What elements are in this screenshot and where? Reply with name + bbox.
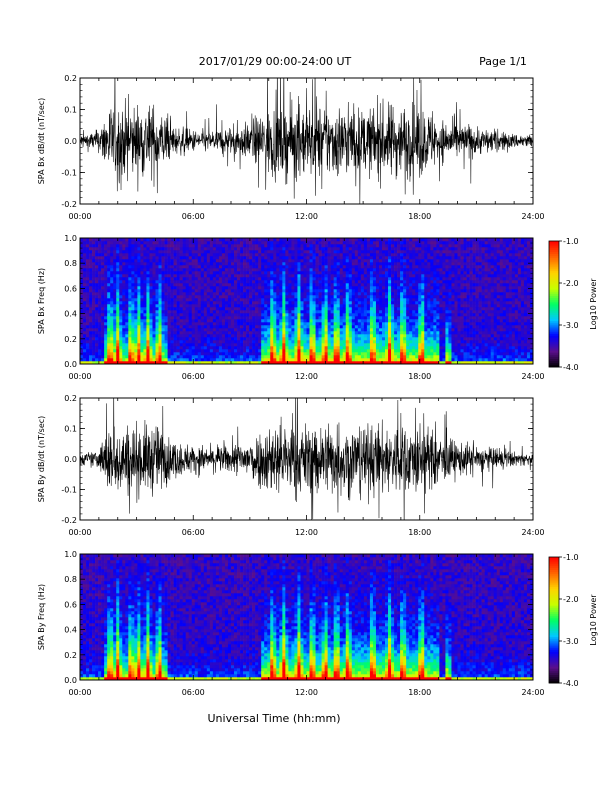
panel-1-x-tick-label: 24:00 [521,212,544,221]
panel-4-colorbar: -1.0 -2.0 -3.0 -4.0 Log10 Power [548,553,598,688]
panel-1-y-tick-label: -0.1 [61,169,77,178]
panel-2: 00:00 06:00 12:00 18:00 24:00 0.0 0.2 0.4 0.6 0.8… [37,234,598,381]
panel-4: 00:00 06:00 12:00 18:00 24:00 0.0 0.2 0.4 0.6 0.8… [37,550,598,697]
panel-4-y-tick-label: 0.0 [64,676,77,685]
panel-2-y-tick-label: 0.8 [64,259,77,268]
panel-4-colorbar-tick-label: -4.0 [563,679,579,688]
header-date-range: 2017/01/29 00:00-24:00 UT [199,55,352,68]
panel-1-trace [80,78,533,204]
panel-1-y-tick-label: 0.1 [64,106,77,115]
panel-2-colorbar-tick-label: -1.0 [563,237,579,246]
panel-1-x-tick-label: 00:00 [68,212,91,221]
panel-2-y-axis-label: SPA Bx Freq (Hz) [37,268,46,334]
panel-3-y-tick-label: -0.1 [61,486,77,495]
panel-3-x-tick-label: 18:00 [408,528,431,537]
panel-1-x-tick-label: 06:00 [182,212,205,221]
panel-1-y-tick-label: -0.2 [61,200,77,209]
panel-4-y-tick-label: 1.0 [64,550,77,559]
panel-2-colorbar-tick-label: -4.0 [563,363,579,372]
panel-3-y-tick-label: -0.2 [61,516,77,525]
panel-2-heatmap-cells [80,238,534,365]
panel-1-y-tick-label: 0.2 [64,74,77,83]
panel-2-x-tick-label: 06:00 [182,372,205,381]
panel-4-colorbar-tick-label: -2.0 [563,595,579,604]
panel-4-y-tick-label: 0.2 [64,651,77,660]
panel-3-x-tick-label: 12:00 [295,528,318,537]
panel-2-frame [79,237,534,365]
panel-4-x-tick-label: 24:00 [521,688,544,697]
panel-1-x-tick-label: 12:00 [295,212,318,221]
panel-4-colorbar-tick-label: -1.0 [563,553,579,562]
panel-3-y-axis-label: SPA By dB/dt (nT/sec) [37,416,46,503]
panel-1-y-tick-label: 0.0 [64,137,77,146]
panel-4-x-tick-label: 00:00 [68,688,91,697]
panel-3-y-tick-label: 0.2 [64,394,77,403]
panel-4-colorbar-frame [548,556,560,684]
panel-3-x-tick-label: 06:00 [182,528,205,537]
panel-3-x-tick-label: 00:00 [68,528,91,537]
panel-4-colorbar-label: Log10 Power [589,594,598,646]
panel-2-colorbar-tick-label: -2.0 [563,279,579,288]
panel-2-colorbar-label: Log10 Power [589,278,598,330]
panel-2-y-tick-label: 0.2 [64,335,77,344]
panel-3: 00:00 06:00 12:00 18:00 24:00 -0.2 -0.1 0.0 0.1 0… [37,394,545,537]
panel-4-y-axis-label: SPA By Freq (Hz) [37,584,46,650]
panel-3-frame [79,397,534,521]
panel-2-y-tick-label: 1.0 [64,234,77,243]
panel-1-y-axis-label: SPA Bx dB/dt (nT/sec) [37,98,46,185]
panel-1-x-tick-label: 18:00 [408,212,431,221]
panel-4-x-tick-label: 18:00 [408,688,431,697]
panel-1: 00:00 06:00 12:00 18:00 24:00 -0.2 -0.1 0.0 0.1 0… [37,74,545,221]
panel-2-y-tick-label: 0.4 [64,310,77,319]
panel-3-trace [80,398,533,520]
panel-4-y-tick-label: 0.6 [64,600,77,609]
panel-2-x-tick-label: 24:00 [521,372,544,381]
panel-4-y-tick-label: 0.8 [64,575,77,584]
panel-2-colorbar-tick-label: -3.0 [563,321,579,330]
panel-3-x-tick-label: 24:00 [521,528,544,537]
panel-2-colorbar-frame [548,240,560,368]
panel-2-y-tick-label: 0.6 [64,284,77,293]
panel-4-x-tick-label: 06:00 [182,688,205,697]
panel-4-frame [79,553,534,681]
panel-2-x-tick-label: 12:00 [295,372,318,381]
panel-2-x-tick-label: 18:00 [408,372,431,381]
panel-3-y-tick-label: 0.0 [64,455,77,464]
panel-2-x-tick-label: 00:00 [68,372,91,381]
header-page-number: Page 1/1 [479,55,527,68]
panel-4-heatmap-cells [80,554,534,681]
panel-1-frame [79,77,534,205]
panel-2-colorbar: -1.0 -2.0 -3.0 -4.0 Log10 Power [548,237,598,372]
panel-2-y-tick-label: 0.0 [64,360,77,369]
panel-4-x-tick-label: 12:00 [295,688,318,697]
panel-4-colorbar-tick-label: -3.0 [563,637,579,646]
panel-4-y-tick-label: 0.4 [64,626,77,635]
panel-3-y-tick-label: 0.1 [64,425,77,434]
panels-group: 00:00 06:00 12:00 18:00 24:00 -0.2 -0.1 0.0 0.1 0… [37,74,598,697]
x-axis-title: Universal Time (hh:mm) [208,712,341,725]
